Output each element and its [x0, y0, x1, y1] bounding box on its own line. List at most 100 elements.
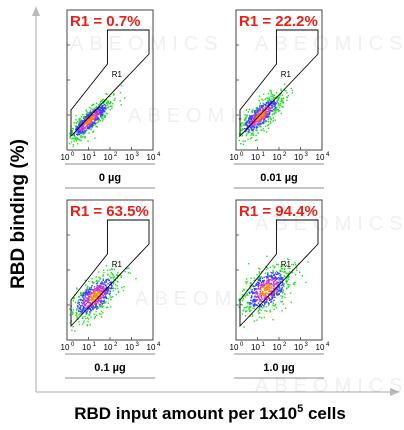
event-dot	[97, 293, 99, 295]
event-dot	[251, 115, 254, 117]
event-dot	[80, 308, 82, 311]
event-dot	[103, 300, 105, 303]
event-dot	[92, 307, 94, 309]
event-dot	[260, 300, 262, 302]
event-dot	[82, 128, 84, 131]
event-dot	[87, 299, 89, 301]
event-dot	[89, 109, 92, 112]
event-dot	[268, 283, 270, 285]
event-dot	[273, 106, 275, 108]
event-dot	[252, 116, 254, 119]
event-dot	[90, 120, 93, 123]
event-dot	[72, 312, 74, 314]
event-dot	[249, 131, 251, 134]
event-dot	[280, 301, 282, 303]
event-dot	[250, 297, 253, 299]
event-dot	[264, 115, 267, 118]
event-dot	[87, 127, 89, 130]
event-dot	[93, 289, 95, 291]
event-dot	[265, 296, 267, 299]
event-dot	[290, 87, 292, 90]
event-dot	[251, 126, 253, 128]
event-dot	[107, 306, 109, 309]
event-dot	[251, 315, 254, 317]
event-dot	[87, 308, 89, 310]
event-dot	[81, 294, 83, 297]
event-dot	[287, 276, 290, 278]
x-tick-exponent: 1	[93, 342, 97, 348]
event-dot	[103, 296, 105, 298]
event-dot	[73, 135, 76, 137]
event-dot	[106, 102, 108, 104]
event-dot	[247, 305, 249, 308]
event-dot	[290, 292, 292, 294]
event-dot	[271, 290, 273, 292]
event-dot	[276, 263, 278, 266]
event-dot	[80, 132, 82, 135]
event-dot	[249, 121, 251, 123]
event-dot	[282, 279, 284, 281]
event-dot	[73, 132, 76, 135]
event-dot	[96, 110, 98, 113]
event-dot	[85, 116, 87, 118]
event-dot	[267, 302, 270, 304]
event-dot	[256, 304, 258, 307]
event-dot	[116, 277, 119, 279]
event-dot	[80, 139, 82, 141]
event-dot	[251, 123, 254, 125]
event-dot	[275, 109, 278, 111]
event-dot	[99, 284, 101, 287]
event-dot	[79, 121, 82, 123]
event-dot	[99, 113, 101, 115]
event-dot	[110, 277, 112, 279]
event-dot	[265, 131, 268, 133]
event-dot	[76, 316, 78, 318]
event-dot	[273, 94, 275, 96]
event-dot	[98, 120, 100, 122]
event-dot	[90, 123, 92, 125]
event-dot	[245, 118, 247, 120]
event-dot	[75, 311, 77, 314]
event-dot	[83, 298, 85, 300]
event-dot	[268, 286, 270, 289]
figure-x-axis-arrow	[390, 388, 400, 396]
event-dot	[277, 281, 280, 284]
event-dot	[260, 317, 263, 319]
event-dot	[76, 309, 78, 311]
event-dot	[129, 272, 131, 274]
event-dot	[286, 96, 288, 99]
event-dot	[90, 128, 92, 131]
event-dot	[93, 293, 96, 296]
event-dot	[242, 140, 244, 142]
event-dot	[107, 100, 110, 102]
event-dot	[91, 104, 93, 107]
event-dot	[254, 298, 256, 300]
event-dot	[92, 292, 94, 294]
event-dot	[93, 286, 96, 288]
gate-r1	[239, 29, 319, 138]
event-dot	[272, 293, 275, 296]
event-dot	[258, 307, 260, 309]
event-dot	[89, 111, 92, 113]
event-dot	[265, 292, 267, 294]
event-dot	[99, 278, 101, 280]
event-dot	[296, 269, 298, 272]
event-dot	[268, 304, 270, 306]
event-dot	[254, 110, 256, 112]
event-dot	[111, 295, 114, 298]
event-dot	[93, 282, 95, 284]
event-dot	[89, 305, 91, 308]
event-dot	[261, 292, 263, 294]
event-dot	[85, 304, 87, 307]
event-dot	[275, 270, 278, 273]
event-dot	[281, 288, 283, 290]
event-dot	[274, 296, 276, 298]
event-dot	[102, 113, 104, 115]
event-dot	[261, 307, 264, 309]
event-dot	[91, 281, 94, 283]
event-dot	[94, 316, 96, 318]
event-dot	[256, 288, 258, 290]
event-dot	[71, 329, 73, 331]
event-dot	[244, 117, 247, 119]
event-dot	[80, 306, 82, 308]
